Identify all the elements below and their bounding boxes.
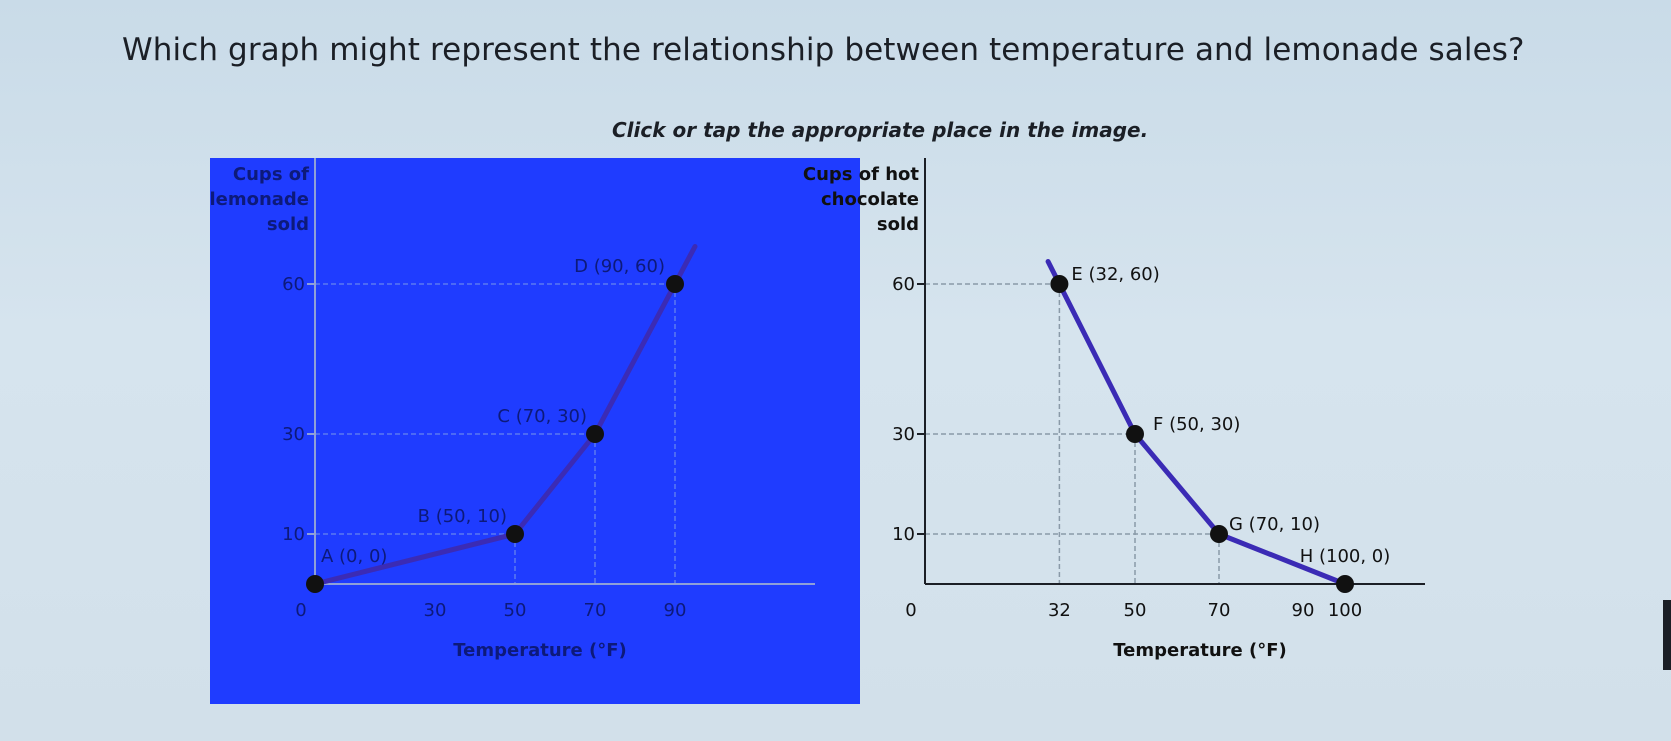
lemonade-y-tick-label: 60 <box>282 274 305 295</box>
hot-chocolate-graph-option[interactable]: Cups of hot chocolate sold 10 30 60 0 32 50 70 90 1… <box>803 158 1520 704</box>
lemonade-point-label: C (70, 30) <box>497 406 587 427</box>
lemonade-ylabel-line: sold <box>267 214 309 235</box>
cocoa-ylabel-line: sold <box>877 214 919 235</box>
lemonade-chart: Cups of lemonade sold 10 30 60 0 30 50 70 90 Temper… <box>209 158 815 661</box>
cocoa-ylabel-line: Cups of hot <box>803 164 920 185</box>
lemonade-point <box>666 275 684 293</box>
lemonade-point <box>586 425 604 443</box>
lemonade-point-label: D (90, 60) <box>574 256 665 277</box>
cocoa-point <box>1336 575 1354 593</box>
cocoa-point <box>1050 275 1069 293</box>
question-text: Which graph might represent the relation… <box>122 32 1525 68</box>
lemonade-point-label: A (0, 0) <box>321 546 387 567</box>
instruction-text: Click or tap the appropriate place in th… <box>612 118 1149 142</box>
lemonade-y-tick-label: 30 <box>282 424 305 445</box>
cocoa-point <box>1126 425 1144 443</box>
lemonade-xlabel: Temperature (°F) <box>453 640 627 661</box>
lemonade-point-label: B (50, 10) <box>418 506 507 527</box>
cocoa-point-label: G (70, 10) <box>1229 514 1320 535</box>
cocoa-x-tick-label: 70 <box>1208 600 1231 621</box>
cocoa-ylabel-line: chocolate <box>821 189 919 210</box>
lemonade-ylabel-line: lemonade <box>209 189 309 210</box>
lemonade-graph-option[interactable]: Cups of lemonade sold 10 30 60 0 30 50 70 90 Temper… <box>209 158 860 704</box>
cocoa-x-tick-label: 0 <box>905 600 916 621</box>
lemonade-y-tick-label: 10 <box>282 524 305 545</box>
cocoa-x-tick-label: 90 <box>1292 600 1315 621</box>
lemonade-x-tick-label: 90 <box>664 600 687 621</box>
cocoa-y-tick-label: 60 <box>892 274 915 295</box>
lemonade-point <box>506 525 524 543</box>
cocoa-xlabel: Temperature (°F) <box>1113 640 1287 661</box>
cocoa-point-label: F (50, 30) <box>1153 414 1240 435</box>
cocoa-y-tick-label: 10 <box>892 524 915 545</box>
cocoa-y-tick-label: 30 <box>892 424 915 445</box>
cocoa-point-label: E (32, 60) <box>1071 264 1159 285</box>
lemonade-x-tick-label: 70 <box>584 600 607 621</box>
hot-chocolate-chart: Cups of hot chocolate sold 10 30 60 0 32 50 70 90 1… <box>803 158 1425 661</box>
screen-edge <box>1663 600 1671 670</box>
lemonade-x-tick-label: 50 <box>504 600 527 621</box>
cocoa-point-label: H (100, 0) <box>1300 546 1391 567</box>
cocoa-x-tick-label: 50 <box>1124 600 1147 621</box>
cocoa-x-tick-label: 32 <box>1048 600 1071 621</box>
lemonade-x-tick-label: 30 <box>424 600 447 621</box>
lemonade-ylabel-line: Cups of <box>233 164 309 185</box>
cocoa-point <box>1210 525 1228 543</box>
lemonade-x-tick-label: 0 <box>295 600 306 621</box>
cocoa-x-tick-label: 100 <box>1328 600 1362 621</box>
lemonade-point <box>306 575 324 593</box>
